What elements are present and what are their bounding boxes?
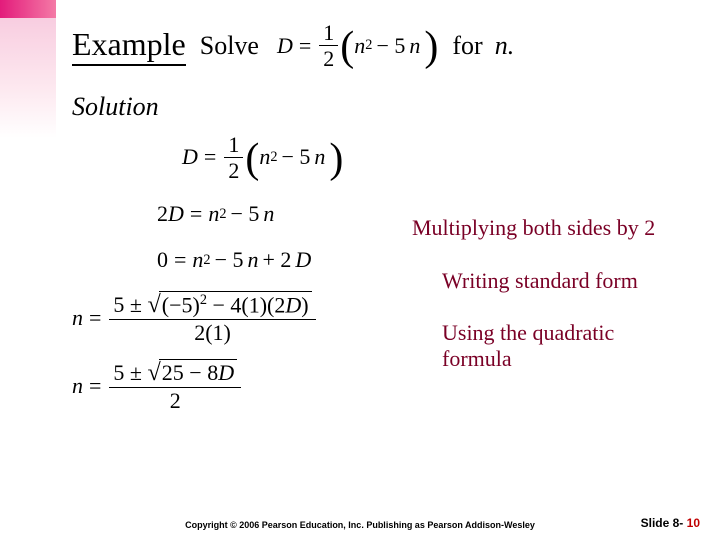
slide-content: Example Solve D = 1 2 ( n2 − 5n ) for n.… xyxy=(72,20,690,413)
accent-top xyxy=(0,0,56,18)
slide-number: Slide 8- 10 xyxy=(641,516,700,530)
annotation-3: Using the quadratic formula xyxy=(442,320,662,372)
solution-label: Solution xyxy=(72,92,690,122)
equation-step-1: D = 1 2 ( n2 − 5n ) xyxy=(182,132,690,184)
for-label: for xyxy=(452,31,482,61)
equation-given: D = 1 2 ( n2 − 5n ) xyxy=(277,20,438,72)
annotation-1: Multiplying both sides by 2 xyxy=(412,215,655,241)
title-row: Example Solve D = 1 2 ( n2 − 5n ) for n. xyxy=(72,20,690,72)
example-label: Example xyxy=(72,26,186,66)
accent-left xyxy=(0,18,56,138)
var-n: n. xyxy=(495,31,515,61)
annotation-2: Writing standard form xyxy=(442,268,638,294)
solve-label: Solve xyxy=(200,31,259,61)
copyright-footer: Copyright © 2006 Pearson Education, Inc.… xyxy=(0,520,720,530)
